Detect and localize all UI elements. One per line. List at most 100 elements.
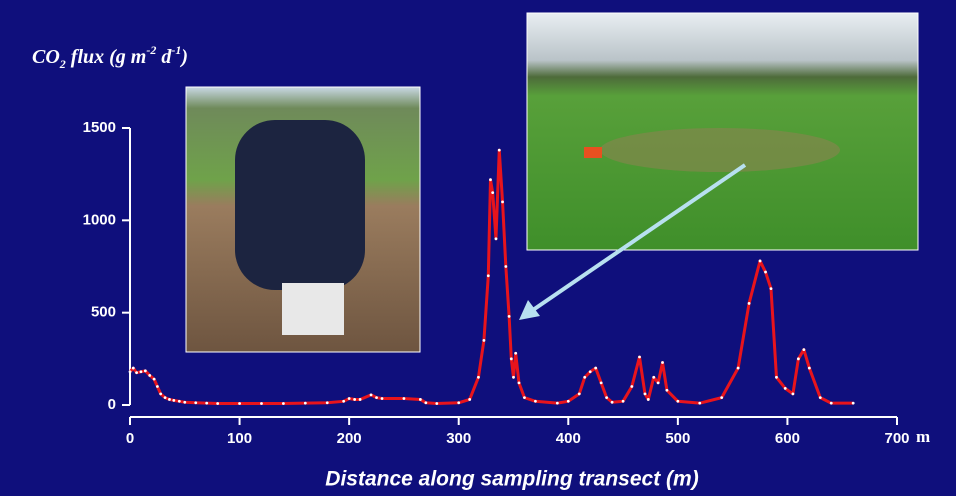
x-tick-label: 300 [446,430,471,447]
data-point [135,371,138,374]
data-point [514,352,517,355]
x-tick-label: 0 [126,430,134,447]
data-point [216,402,219,405]
data-point [652,376,655,379]
data-point [282,402,285,405]
y-label-part: flux (g m [66,46,147,68]
data-point [468,398,471,401]
data-point [483,339,486,342]
data-point [348,397,351,400]
data-point [403,397,406,400]
data-point [498,149,501,152]
data-point [132,367,135,370]
data-point [775,376,778,379]
data-point [168,398,171,401]
data-point [698,402,701,405]
data-point [435,402,438,405]
data-point [342,400,345,403]
data-point [419,398,422,401]
data-point [748,302,751,305]
x-unit: m [916,427,930,446]
x-tick-label: 500 [665,430,690,447]
data-point [424,401,427,404]
data-point [129,370,132,373]
photo-figure [235,120,365,290]
data-point [381,397,384,400]
data-point [567,400,570,403]
data-point [501,200,504,203]
data-point [784,387,787,390]
data-point [156,385,159,388]
data-point [512,376,515,379]
data-point [370,393,373,396]
data-point [510,357,513,360]
data-point [797,357,800,360]
data-point [622,400,625,403]
data-point [647,398,650,401]
data-point [304,402,307,405]
y-label-part: ) [179,46,188,68]
x-tick-label: 400 [556,430,581,447]
x-tick-label: 100 [227,430,252,447]
data-point [164,396,167,399]
data-point [140,370,143,373]
data-point [661,361,664,364]
data-point [260,402,263,405]
data-point [852,402,855,405]
data-point [638,356,641,359]
data-point [583,376,586,379]
data-point [578,393,581,396]
data-point [495,237,498,240]
y-label-part: -2 [146,43,156,57]
data-point [676,400,679,403]
y-tick-label: 500 [91,304,116,321]
data-point [159,393,162,396]
photo-patch [600,128,840,172]
data-point [556,402,559,405]
data-point [504,265,507,268]
data-point [194,401,197,404]
data-point [720,396,723,399]
y-tick-label: 0 [108,396,116,413]
data-point [666,389,669,392]
data-point [644,393,647,396]
data-point [808,367,811,370]
y-label-part: -1 [171,43,181,57]
data-point [508,315,511,318]
data-point [457,401,460,404]
x-axis-label: Distance along sampling transect (m) [325,468,698,491]
x-tick-label: 700 [884,430,909,447]
data-point [605,396,608,399]
data-point [611,401,614,404]
data-point [523,396,526,399]
data-point [353,398,356,401]
data-point [770,287,773,290]
y-label-part: d [156,46,172,68]
data-point [205,402,208,405]
data-point [477,376,480,379]
y-label-part: CO [32,46,60,68]
data-point [518,381,521,384]
data-point [737,367,740,370]
y-label-part: 2 [59,57,66,71]
x-tick-label: 600 [775,430,800,447]
data-point [594,367,597,370]
data-point [172,399,175,402]
photo-device [282,283,344,335]
data-point [359,398,362,401]
data-point [489,178,492,181]
y-tick-label: 1000 [83,211,116,228]
data-point [144,369,147,372]
data-point [657,381,660,384]
data-point [589,370,592,373]
data-point [491,191,494,194]
photo-chamber [584,147,602,158]
chart: CO2 flux (g m-2 d-1) Distance along samp… [0,0,956,496]
x-tick-label: 200 [337,430,362,447]
data-point [819,396,822,399]
data-point [178,400,181,403]
data-point [326,401,329,404]
data-point [802,348,805,351]
data-point [764,271,767,274]
data-point [148,374,151,377]
